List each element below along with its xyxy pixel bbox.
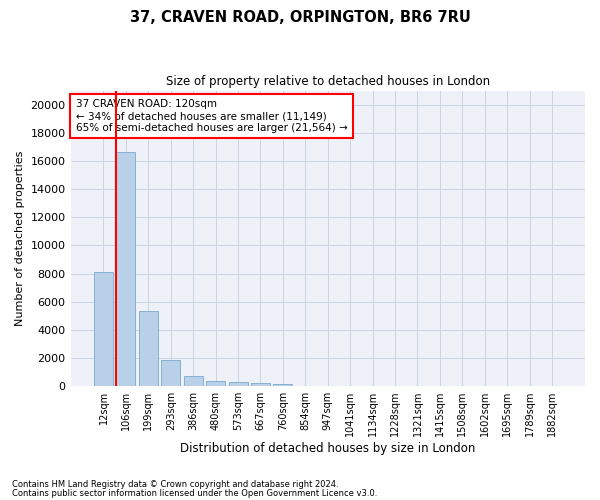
Text: Contains HM Land Registry data © Crown copyright and database right 2024.: Contains HM Land Registry data © Crown c… (12, 480, 338, 489)
Bar (229, 382, 248, 386)
Text: 37 CRAVEN ROAD: 120sqm
← 34% of detached houses are smaller (11,149)
65% of semi: 37 CRAVEN ROAD: 120sqm ← 34% of detached… (76, 100, 347, 132)
Bar (116, 152, 136, 386)
Y-axis label: Number of detached properties: Number of detached properties (15, 150, 25, 326)
Bar (94, 272, 113, 386)
Bar (184, 376, 203, 386)
Bar (161, 360, 180, 386)
Bar (139, 312, 158, 386)
X-axis label: Distribution of detached houses by size in London: Distribution of detached houses by size … (180, 442, 475, 455)
Text: Contains public sector information licensed under the Open Government Licence v3: Contains public sector information licen… (12, 488, 377, 498)
Title: Size of property relative to detached houses in London: Size of property relative to detached ho… (166, 75, 490, 88)
Text: 37, CRAVEN ROAD, ORPINGTON, BR6 7RU: 37, CRAVEN ROAD, ORPINGTON, BR6 7RU (130, 10, 470, 25)
Bar (274, 384, 292, 386)
Bar (206, 380, 225, 386)
Bar (251, 383, 270, 386)
